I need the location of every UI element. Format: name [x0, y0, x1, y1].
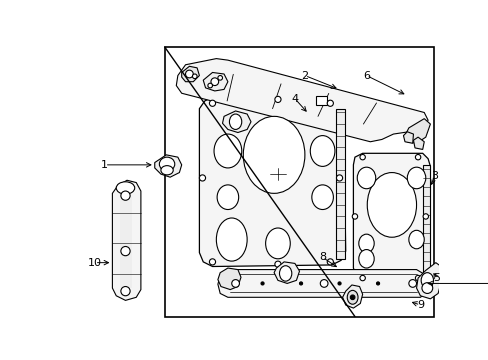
Ellipse shape	[346, 291, 357, 304]
Ellipse shape	[217, 185, 238, 210]
Ellipse shape	[116, 182, 135, 194]
Circle shape	[359, 275, 365, 281]
Polygon shape	[353, 153, 429, 280]
Text: 1: 1	[101, 160, 108, 170]
Circle shape	[274, 261, 281, 267]
Circle shape	[422, 214, 427, 219]
Circle shape	[299, 282, 302, 285]
Polygon shape	[154, 155, 182, 177]
Circle shape	[320, 280, 327, 287]
Text: 6: 6	[362, 71, 369, 81]
Circle shape	[121, 287, 130, 296]
Ellipse shape	[358, 249, 373, 268]
Circle shape	[414, 154, 420, 160]
Text: 5: 5	[432, 273, 439, 283]
Ellipse shape	[161, 166, 173, 175]
Circle shape	[326, 100, 333, 106]
Text: 4: 4	[291, 94, 298, 104]
Circle shape	[207, 83, 212, 88]
Ellipse shape	[310, 136, 334, 166]
Circle shape	[336, 175, 342, 181]
Circle shape	[199, 175, 205, 181]
Ellipse shape	[216, 218, 246, 261]
Polygon shape	[218, 270, 427, 297]
Bar	[316, 95, 326, 105]
Circle shape	[218, 76, 222, 80]
Circle shape	[349, 295, 354, 300]
Circle shape	[121, 247, 130, 256]
Polygon shape	[342, 285, 362, 308]
Bar	[335, 109, 344, 259]
Ellipse shape	[366, 172, 416, 237]
Ellipse shape	[159, 157, 174, 171]
Ellipse shape	[265, 228, 290, 259]
Circle shape	[192, 74, 197, 78]
Polygon shape	[176, 59, 427, 142]
Circle shape	[337, 282, 341, 285]
Ellipse shape	[243, 116, 305, 193]
Bar	[164, 47, 433, 316]
Circle shape	[351, 214, 357, 219]
Polygon shape	[404, 119, 429, 143]
Ellipse shape	[357, 167, 375, 189]
Circle shape	[414, 275, 420, 281]
Polygon shape	[274, 262, 299, 283]
Bar	[422, 165, 429, 273]
Circle shape	[261, 282, 264, 285]
Text: 3: 3	[430, 171, 437, 181]
Circle shape	[274, 96, 281, 103]
Polygon shape	[222, 111, 250, 132]
Ellipse shape	[421, 283, 432, 293]
Ellipse shape	[279, 266, 291, 281]
Ellipse shape	[407, 167, 425, 189]
Polygon shape	[416, 263, 440, 299]
Polygon shape	[218, 268, 241, 289]
Ellipse shape	[408, 230, 424, 249]
Text: 9: 9	[416, 300, 423, 310]
Ellipse shape	[311, 185, 333, 210]
Ellipse shape	[358, 234, 373, 253]
Text: 10: 10	[87, 258, 102, 267]
Polygon shape	[112, 180, 141, 300]
Circle shape	[185, 70, 193, 78]
Circle shape	[359, 154, 365, 160]
Polygon shape	[182, 66, 199, 82]
Circle shape	[376, 282, 379, 285]
Circle shape	[209, 259, 215, 265]
Ellipse shape	[229, 114, 241, 130]
Text: 2: 2	[301, 71, 308, 81]
Circle shape	[326, 259, 333, 265]
Circle shape	[231, 280, 239, 287]
Circle shape	[210, 78, 218, 86]
Bar	[120, 197, 131, 288]
Ellipse shape	[214, 134, 241, 168]
Ellipse shape	[420, 273, 432, 288]
Circle shape	[209, 100, 215, 106]
Circle shape	[121, 191, 130, 200]
Polygon shape	[203, 72, 227, 91]
Polygon shape	[199, 97, 345, 266]
Circle shape	[408, 280, 416, 287]
Polygon shape	[403, 132, 413, 143]
Polygon shape	[413, 137, 424, 149]
Text: 8: 8	[318, 252, 325, 262]
